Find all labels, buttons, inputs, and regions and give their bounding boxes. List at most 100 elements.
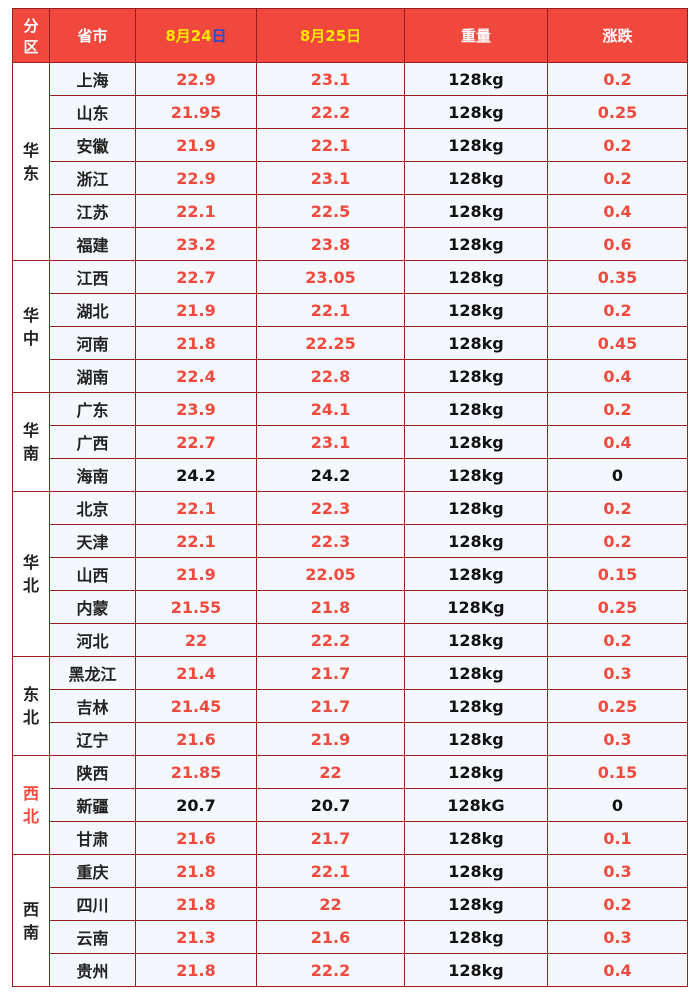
weight-cell: 128kg	[404, 491, 548, 525]
province-cell: 北京	[49, 491, 136, 525]
table-row: 华南广东 23.9 24.1 128kg 0.2	[12, 392, 688, 492]
header-date-1: 8月24日	[135, 8, 257, 63]
table-row: 华东上海 22.9 23.1 128kg 0.2	[12, 62, 688, 261]
table-row: 新疆 20.7 20.7 128kG 0	[12, 788, 688, 822]
change-cell: 0.6	[547, 227, 688, 261]
region-cell: 华东	[12, 62, 50, 261]
province-cell: 内蒙	[49, 590, 136, 624]
price-aug24-cell: 21.4	[135, 656, 257, 690]
price-aug25-cell: 21.6	[256, 920, 405, 954]
weight-cell: 128kg	[404, 557, 548, 591]
change-cell: 0.4	[547, 425, 688, 459]
price-aug25-cell: 23.05	[256, 260, 405, 294]
change-cell: 0.3	[547, 722, 688, 756]
header-row: 分 区 省市 8月24日 8月25日 重量 涨跌	[12, 8, 688, 63]
change-cell: 0.3	[547, 656, 688, 690]
province-cell: 湖南	[49, 359, 136, 393]
province-cell: 重庆	[49, 854, 136, 888]
table-row: 山西 21.9 22.05 128kg 0.15	[12, 557, 688, 591]
province-cell: 辽宁	[49, 722, 136, 756]
change-cell: 0.2	[547, 887, 688, 921]
price-aug24-cell: 22.1	[135, 194, 257, 228]
change-cell: 0.2	[547, 623, 688, 657]
price-aug25-cell: 22.5	[256, 194, 405, 228]
price-aug24-cell: 21.85	[135, 755, 257, 789]
weight-cell: 128kg	[404, 161, 548, 195]
weight-cell: 128kg	[404, 425, 548, 459]
weight-cell: 128kg	[404, 293, 548, 327]
table-row: 福建 23.2 23.8 128kg 0.6	[12, 227, 688, 261]
price-aug24-cell: 22.9	[135, 161, 257, 195]
region-name-char: 华	[22, 305, 39, 325]
table-row: 云南 21.3 21.6 128kg 0.3	[12, 920, 688, 954]
province-cell: 天津	[49, 524, 136, 558]
table-row: 河北 22 22.2 128kg 0.2	[12, 623, 688, 657]
province-cell: 陕西	[49, 755, 136, 789]
header-province: 省市	[49, 8, 136, 63]
region-name-char: 华	[22, 553, 39, 572]
region-name-char: 西	[22, 899, 39, 919]
price-aug25-cell: 24.2	[256, 458, 405, 492]
table-row: 湖南 22.4 22.8 128kg 0.4	[12, 359, 688, 393]
weight-cell: 128kG	[404, 788, 548, 822]
price-aug24-cell: 21.55	[135, 590, 257, 624]
price-aug24-cell: 22.1	[135, 524, 257, 558]
province-cell: 福建	[49, 227, 136, 261]
province-cell: 海南	[49, 458, 136, 492]
price-aug24-cell: 22.1	[135, 491, 257, 525]
change-cell: 0	[547, 458, 688, 492]
table-row: 内蒙 21.55 21.8 128Kg 0.25	[12, 590, 688, 624]
price-aug25-cell: 22	[256, 887, 405, 921]
price-aug25-cell: 22.25	[256, 326, 405, 360]
weight-cell: 128kg	[404, 62, 548, 96]
region-cell: 东北	[12, 656, 50, 756]
table-row: 江苏 22.1 22.5 128kg 0.4	[12, 194, 688, 228]
weight-cell: 128kg	[404, 854, 548, 888]
province-cell: 安徽	[49, 128, 136, 162]
province-cell: 河南	[49, 326, 136, 360]
region-cell: 华中	[12, 260, 50, 393]
change-cell: 0.2	[547, 128, 688, 162]
price-aug25-cell: 21.7	[256, 689, 405, 723]
change-cell: 0.2	[547, 524, 688, 558]
change-cell: 0	[547, 788, 688, 822]
table-row: 浙江 22.9 23.1 128kg 0.2	[12, 161, 688, 195]
header-date-1-suffix: 日	[211, 27, 227, 45]
weight-cell: 128kg	[404, 458, 548, 492]
price-aug25-cell: 22.3	[256, 524, 405, 558]
region-name-char: 北	[22, 708, 39, 727]
change-cell: 0.2	[547, 62, 688, 96]
price-aug24-cell: 24.2	[135, 458, 257, 492]
table-row: 华中江西 22.7 23.05 128kg 0.35	[12, 260, 688, 393]
price-aug25-cell: 22.05	[256, 557, 405, 591]
price-aug25-cell: 22.3	[256, 491, 405, 525]
price-aug25-cell: 21.7	[256, 821, 405, 855]
header-region-char1: 分	[23, 16, 39, 35]
price-aug24-cell: 23.2	[135, 227, 257, 261]
price-aug24-cell: 22.7	[135, 260, 257, 294]
price-aug24-cell: 21.6	[135, 722, 257, 756]
change-cell: 0.2	[547, 392, 688, 426]
weight-cell: 128kg	[404, 260, 548, 294]
header-region-char2: 区	[23, 37, 39, 56]
price-aug24-cell: 21.8	[135, 887, 257, 921]
province-cell: 山西	[49, 557, 136, 591]
price-aug25-cell: 22.2	[256, 953, 405, 987]
region-cell: 华北	[12, 491, 50, 657]
weight-cell: 128kg	[404, 392, 548, 426]
table-row: 甘肃 21.6 21.7 128kg 0.1	[12, 821, 688, 855]
header-change: 涨跌	[547, 8, 688, 63]
price-aug25-cell: 22.2	[256, 95, 405, 129]
region-cell: 西南	[12, 854, 50, 987]
change-cell: 0.3	[547, 920, 688, 954]
header-region: 分 区	[12, 8, 50, 63]
change-cell: 0.15	[547, 557, 688, 591]
change-cell: 0.3	[547, 854, 688, 888]
province-cell: 浙江	[49, 161, 136, 195]
change-cell: 0.4	[547, 953, 688, 987]
price-aug24-cell: 21.8	[135, 326, 257, 360]
province-cell: 甘肃	[49, 821, 136, 855]
table-row: 海南 24.2 24.2 128kg 0	[12, 458, 688, 492]
region-cell: 西北	[12, 755, 50, 855]
price-aug24-cell: 21.6	[135, 821, 257, 855]
